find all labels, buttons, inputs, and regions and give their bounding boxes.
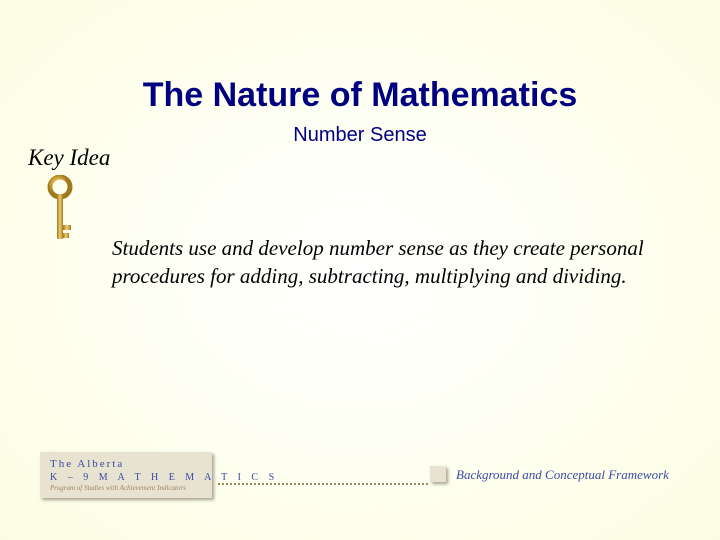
footer-left-text: The Alberta K – 9 M A T H E M A T I C S … <box>42 452 286 496</box>
body-text: Students use and develop number sense as… <box>112 234 672 291</box>
footer-right-text: Background and Conceptual Framework <box>456 467 669 483</box>
footer-right-panel <box>430 466 446 482</box>
key-idea-label: Key Idea <box>28 145 110 171</box>
footer-brand-line1: The Alberta <box>50 458 278 470</box>
slide-subtitle: Number Sense <box>0 124 720 147</box>
footer-brand-line2: K – 9 M A T H E M A T I C S <box>50 472 278 483</box>
key-icon <box>45 175 75 250</box>
footer-brand-line3: Program of Studies with Achievement Indi… <box>50 484 278 492</box>
footer-divider-dots <box>218 483 428 485</box>
slide: The Nature of Mathematics Number Sense K… <box>0 0 720 540</box>
slide-title: The Nature of Mathematics <box>0 76 720 115</box>
